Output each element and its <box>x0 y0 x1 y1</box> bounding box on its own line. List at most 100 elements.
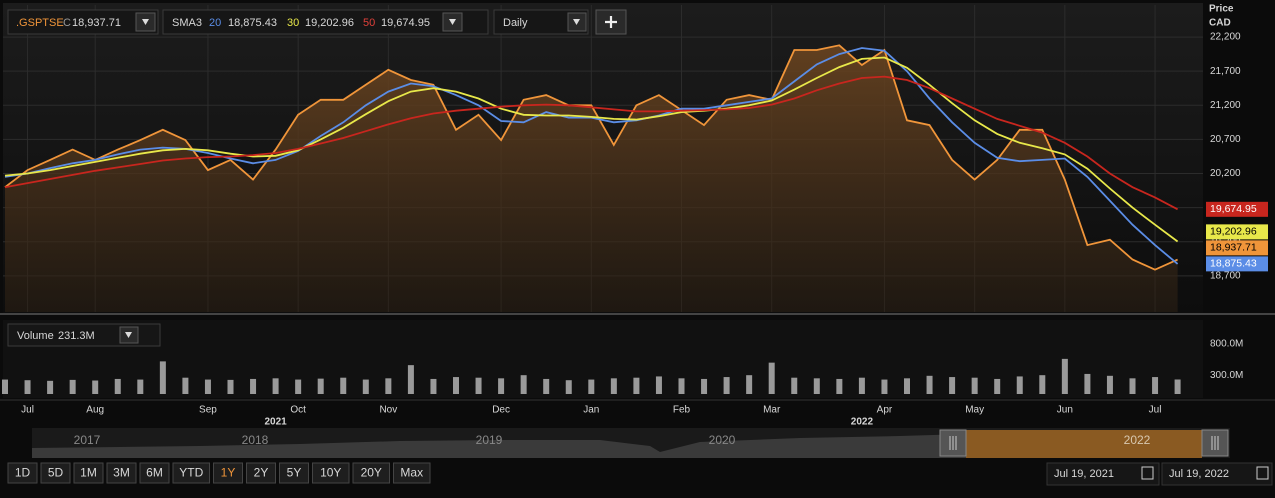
y-tick-label: 800.0M <box>1210 338 1243 349</box>
end-date: Jul 19, 2022 <box>1169 468 1229 480</box>
bar <box>971 377 978 394</box>
bar <box>453 377 459 394</box>
bar <box>1106 375 1113 394</box>
line <box>4 56 1179 243</box>
range-button[interactable] <box>40 462 71 484</box>
symbol: .GSPTSE <box>16 17 64 29</box>
bar <box>543 378 550 394</box>
navigator-selection[interactable] <box>966 430 1202 458</box>
start-date-input[interactable] <box>1046 462 1160 486</box>
indicator-box[interactable] <box>162 9 489 35</box>
x-tick-label: Feb <box>673 405 691 416</box>
navigator-year: 2019 <box>476 433 503 447</box>
bar <box>114 378 121 394</box>
bar <box>1039 375 1046 394</box>
navigator-area <box>32 434 966 458</box>
close-value: 18,937.71 <box>72 17 121 29</box>
bar <box>520 375 527 394</box>
volume-title: Volume <box>17 330 54 342</box>
toolbar: .GSPTSE C 18,937.71 SMA3 20 18,875.43 30… <box>7 4 1234 35</box>
range-button[interactable] <box>246 462 276 484</box>
y-unit: CAD <box>1209 18 1231 29</box>
bar <box>385 378 392 394</box>
range-button[interactable] <box>352 462 390 484</box>
bar <box>2 379 8 394</box>
sma-label: SMA3 <box>172 17 202 29</box>
y-tick-label: 20,200 <box>1210 168 1241 179</box>
range-button[interactable] <box>73 462 104 484</box>
range-button-label: 1Y <box>221 466 236 480</box>
bar <box>994 378 1001 394</box>
navigator-year: 2020 <box>709 433 736 447</box>
y-tick-label: 21,200 <box>1210 100 1241 111</box>
range-button-label: 2Y <box>254 466 269 480</box>
range-button-label: 5D <box>48 466 64 480</box>
bar <box>69 379 76 394</box>
legend-name: 50 <box>363 17 375 29</box>
bar <box>340 377 347 394</box>
range-button[interactable] <box>312 462 350 484</box>
bar <box>137 379 144 394</box>
value-label: 18,937.71 <box>1210 242 1257 254</box>
range-button[interactable] <box>106 462 137 484</box>
bar <box>610 378 617 394</box>
navigator-handle[interactable] <box>939 429 967 457</box>
range-button[interactable] <box>139 462 170 484</box>
bar <box>813 378 820 394</box>
close-prefix: C <box>63 17 71 29</box>
symbol-box[interactable] <box>7 9 159 35</box>
legend-value: 18,875.43 <box>228 17 277 29</box>
bar <box>881 379 888 394</box>
end-date-input[interactable] <box>1161 462 1273 486</box>
range-button[interactable] <box>279 462 309 484</box>
navigator-year: 2018 <box>242 433 269 447</box>
bar <box>272 378 279 394</box>
bar <box>836 378 843 394</box>
bar <box>1016 376 1023 394</box>
range-button[interactable] <box>213 462 243 484</box>
x-tick-label: Mar <box>763 405 781 416</box>
line <box>4 75 1179 211</box>
legend-value: 19,674.95 <box>381 17 430 29</box>
calendar-icon[interactable] <box>1141 466 1154 480</box>
x-tick-label: Dec <box>492 405 510 416</box>
range-button-label: Max <box>400 466 423 480</box>
bar <box>565 380 572 394</box>
calendar-icon[interactable] <box>1256 466 1269 480</box>
navigator-year: 2017 <box>74 433 101 447</box>
value-box <box>1206 224 1268 240</box>
bar <box>1152 377 1159 394</box>
range-button[interactable] <box>393 462 431 484</box>
x-group-label: 2021 <box>264 417 287 428</box>
bar <box>768 362 775 394</box>
dropdown-arrow <box>573 19 580 25</box>
range-button-label: 1M <box>80 466 97 480</box>
range-button[interactable] <box>172 462 210 484</box>
bar <box>475 377 482 394</box>
x-tick-label: Jul <box>1149 405 1162 416</box>
bar <box>588 379 595 394</box>
legend-name: 30 <box>287 17 299 29</box>
x-tick-label: May <box>965 405 984 416</box>
value-label: 18,875.43 <box>1210 258 1257 270</box>
bar <box>701 378 708 394</box>
bar <box>24 380 31 394</box>
handle-grip <box>949 436 1219 450</box>
x-tick-label: Jan <box>583 405 599 416</box>
y-tick-label: 300.0M <box>1210 370 1243 381</box>
bar <box>678 378 685 394</box>
value-box <box>1206 256 1268 272</box>
value-label: 19,674.95 <box>1210 203 1257 215</box>
volume-value: 231.3M <box>58 330 95 342</box>
bar <box>498 378 505 394</box>
bar <box>858 377 865 394</box>
dropdown-arrow <box>125 332 132 338</box>
value-box <box>1206 201 1268 217</box>
range-button-label: 10Y <box>320 466 341 480</box>
dropdown-arrow <box>449 19 456 25</box>
range-button-label: 20Y <box>361 466 382 480</box>
date-range: Jul 19, 2021 Jul 19, 2022 <box>1046 462 1273 486</box>
bar <box>250 378 257 394</box>
range-button[interactable] <box>7 462 38 484</box>
